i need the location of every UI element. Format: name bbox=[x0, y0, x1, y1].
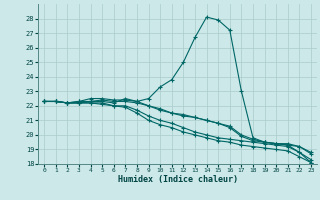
X-axis label: Humidex (Indice chaleur): Humidex (Indice chaleur) bbox=[118, 175, 238, 184]
